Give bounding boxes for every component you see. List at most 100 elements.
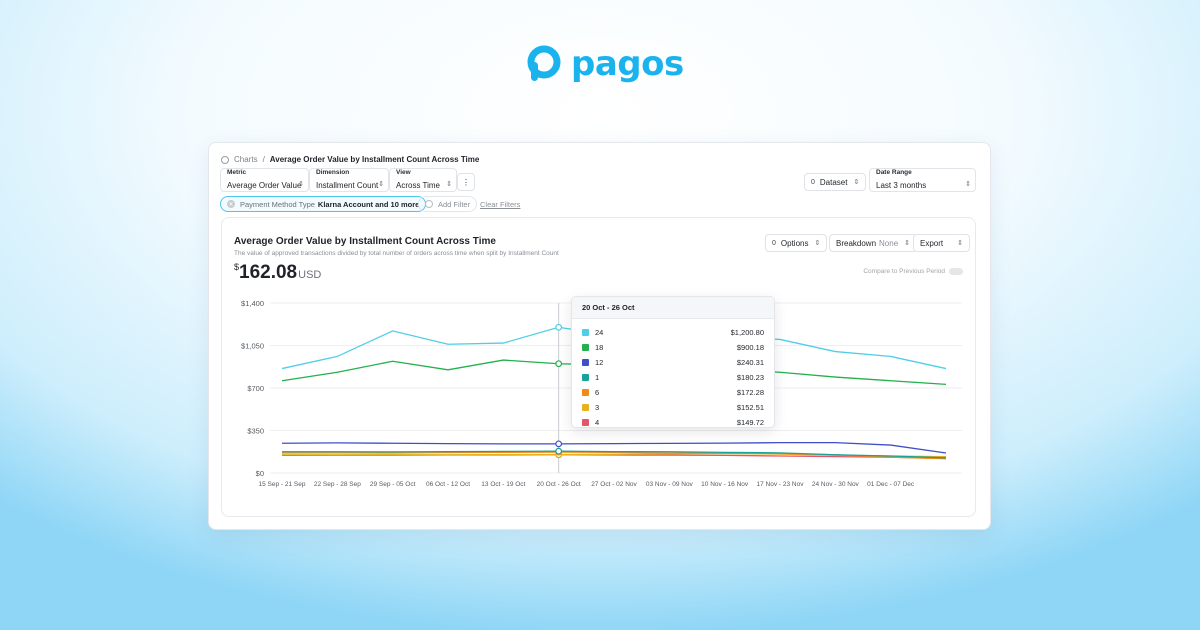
history-icon[interactable] [221, 155, 229, 164]
dataset-button[interactable]: 0 Dataset ⇕ [804, 173, 867, 191]
date-range-value: Last 3 months [876, 180, 927, 190]
chevron-updown-icon: ⇕ [378, 181, 384, 188]
chevron-updown-icon: ⇕ [853, 179, 860, 186]
x-tick-label: 15 Sep - 21 Sep [259, 481, 306, 488]
chevron-updown-icon: ⇕ [957, 240, 963, 247]
series-point-24 [555, 323, 563, 331]
x-tick-label: 29 Sep - 05 Oct [370, 481, 416, 488]
compare-label: Compare to Previous Period [863, 268, 945, 275]
series-line-1 [282, 450, 947, 459]
chevron-updown-icon: ⇕ [814, 240, 821, 247]
series-swatch [582, 329, 589, 336]
tooltip-row: 6 $172.28 [572, 385, 774, 400]
breadcrumb-separator: / [262, 155, 265, 164]
brand-logo: pagos [525, 44, 684, 84]
tooltip-series-name: 6 [595, 388, 600, 397]
x-tick-label: 22 Sep - 28 Sep [314, 481, 361, 488]
compare-toggle[interactable]: Compare to Previous Period [863, 268, 963, 275]
add-filter-label: Add Filter [438, 199, 471, 209]
tooltip-row: 3 $152.51 [572, 400, 774, 415]
tooltip-title: 20 Oct - 26 Oct [572, 297, 774, 319]
filter-key: Payment Method Type [240, 199, 315, 209]
y-tick-label: $700 [247, 384, 264, 393]
series-swatch [582, 374, 589, 381]
plus-icon [425, 200, 433, 208]
tooltip-series-value: $152.51 [736, 403, 764, 412]
export-label: Export [920, 238, 944, 248]
options-label: Options [780, 238, 809, 248]
x-tick-label: 24 Nov - 30 Nov [812, 481, 860, 488]
breadcrumb-root[interactable]: Charts [234, 155, 258, 164]
chevron-updown-icon: ⇕ [965, 181, 971, 188]
tooltip-series-name: 1 [595, 373, 600, 382]
y-tick-label: $0 [256, 469, 264, 478]
tooltip-row: 18 $900.18 [572, 340, 774, 355]
series-swatch [582, 404, 589, 411]
x-tick-label: 13 Oct - 19 Oct [481, 481, 525, 488]
metric-select[interactable]: Metric Average Order Value ⇕ [220, 168, 309, 192]
view-select[interactable]: View Across Time ⇕ [389, 168, 457, 192]
tooltip-series-name: 12 [595, 358, 604, 367]
breadcrumb-current: Average Order Value by Installment Count… [269, 155, 480, 164]
dataset-label: Dataset [819, 177, 848, 187]
series-swatch [582, 389, 589, 396]
more-options-button[interactable]: ⋮ [457, 173, 475, 191]
y-tick-label: $350 [247, 427, 264, 436]
chevron-updown-icon: ⇕ [904, 240, 911, 247]
breadcrumb: Charts / Average Order Value by Installm… [221, 155, 479, 164]
pagos-logo-icon [527, 45, 561, 81]
x-tick-label: 06 Oct - 12 Oct [426, 481, 470, 488]
chevron-updown-icon: ⇕ [446, 181, 452, 188]
tooltip-series-value: $180.23 [736, 373, 764, 382]
x-tick-label: 01 Dec - 07 Dec [867, 481, 915, 488]
series-point-1 [555, 447, 563, 455]
dimension-select[interactable]: Dimension Installment Count ⇕ [309, 168, 389, 192]
toggle-switch[interactable] [949, 268, 963, 275]
kpi-currency: $ [234, 262, 240, 272]
x-tick-label: 20 Oct - 26 Oct [537, 481, 581, 488]
chevron-updown-icon: ⇕ [298, 181, 304, 188]
series-line-12 [281, 441, 947, 454]
chart-tooltip: 20 Oct - 26 Oct 24 $1,200.80 18 $900.18 … [571, 296, 775, 428]
dimension-value: Installment Count [316, 180, 379, 190]
kebab-icon: ⋮ [462, 177, 470, 187]
tooltip-row: 12 $240.31 [572, 355, 774, 370]
tooltip-series-value: $240.31 [736, 358, 764, 367]
clear-filters-link[interactable]: Clear Filters [480, 200, 521, 209]
metric-value: Average Order Value [227, 180, 302, 190]
metric-label: Metric [227, 169, 247, 176]
x-tick-label: 17 Nov - 23 Nov [757, 481, 805, 488]
series-point-12 [555, 440, 563, 448]
chart-subtitle: The value of approved transactions divid… [234, 250, 559, 257]
filter-value: Klarna Account and 10 more [317, 199, 420, 209]
breakdown-value: None [879, 238, 899, 248]
tooltip-series-value: $900.18 [736, 343, 764, 352]
series-swatch [582, 359, 589, 366]
x-tick-label: 03 Nov - 09 Nov [646, 481, 694, 488]
tooltip-row: 4 $149.72 [572, 415, 774, 430]
tooltip-series-name: 24 [595, 328, 604, 337]
dimension-label: Dimension [316, 169, 350, 176]
export-button[interactable]: Export ⇕ [913, 234, 970, 252]
y-tick-label: $1,050 [241, 342, 264, 351]
series-swatch [582, 419, 589, 426]
options-button[interactable]: 0 Options ⇕ [765, 234, 828, 252]
brand-name: pagos [571, 44, 684, 84]
x-tick-label: 10 Nov - 16 Nov [701, 481, 749, 488]
remove-filter-icon[interactable]: ✕ [227, 200, 235, 208]
breakdown-button[interactable]: Breakdown None ⇕ [829, 234, 918, 252]
date-range-select[interactable]: Date Range Last 3 months ⇕ [869, 168, 976, 192]
tooltip-series-value: $172.28 [736, 388, 764, 397]
tooltip-series-name: 18 [595, 343, 604, 352]
chart-card: Charts / Average Order Value by Installm… [208, 142, 991, 530]
tooltip-series-name: 4 [595, 418, 600, 427]
filter-chip-payment-method[interactable]: ✕ Payment Method Type Klarna Account and… [220, 196, 427, 212]
view-label: View [396, 169, 411, 176]
breakdown-label: Breakdown [836, 238, 877, 248]
tooltip-row: 1 $180.23 [572, 370, 774, 385]
x-tick-label: 27 Oct - 02 Nov [591, 481, 637, 488]
chart-title: Average Order Value by Installment Count… [234, 236, 496, 247]
add-filter-button[interactable]: Add Filter [418, 196, 478, 212]
chart-panel: Average Order Value by Installment Count… [221, 217, 976, 517]
